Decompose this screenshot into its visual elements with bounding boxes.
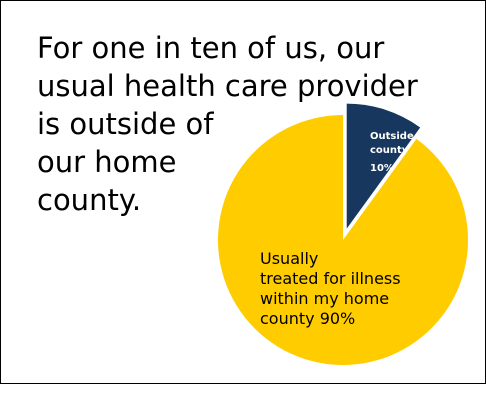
headline-line-3: is outside of — [37, 107, 214, 141]
label-home-county-line-2: treated for illness — [260, 269, 401, 288]
label-outside-county-line-2: county — [370, 145, 409, 156]
pie-slices — [217, 103, 468, 366]
slide-headline: For one in ten of us, our usual health c… — [37, 29, 418, 219]
headline-line-4: our home — [37, 145, 177, 179]
headline-line-1: For one in ten of us, our — [37, 31, 385, 65]
label-outside-county-line-1: Outside my — [370, 131, 435, 142]
headline-line-2: usual health care provider — [37, 69, 418, 103]
label-home-county-line-3: within my home — [260, 289, 389, 308]
label-home-county-line-4: county 90% — [260, 309, 355, 328]
label-outside-county-line-3: 10% — [370, 163, 394, 174]
label-outside-county: Outside my county 10% — [370, 131, 435, 174]
pie-slice-home-county — [217, 115, 468, 366]
headline-line-5: county. — [37, 183, 142, 217]
label-home-county-line-1: Usually — [260, 249, 318, 268]
label-home-county: Usually treated for illness within my home… — [260, 249, 401, 328]
pie-slice-outside-county — [346, 103, 421, 229]
pie-labels: Outside my county 10% Usually treated for il… — [260, 131, 435, 328]
